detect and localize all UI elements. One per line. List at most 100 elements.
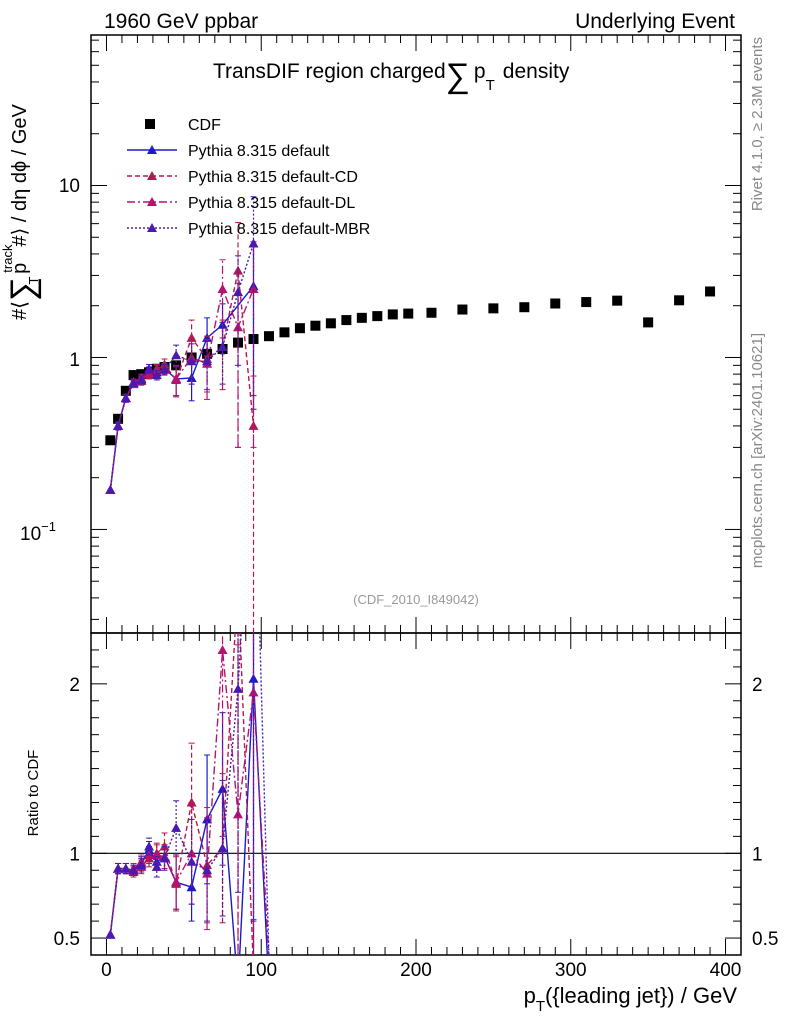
legend-label-dl: Pythia 8.315 default-DL (188, 195, 355, 212)
legend-label-cdf: CDF (188, 117, 221, 134)
header-right: Underlying Event (575, 10, 735, 33)
cdf-point (426, 307, 437, 318)
legend-marker-cdf (145, 119, 155, 129)
mbr-point (171, 350, 182, 360)
cdf-point (643, 317, 654, 328)
xtick-label: 400 (710, 960, 742, 981)
main-series-layer (105, 196, 716, 633)
legend-label-cd: Pythia 8.315 default-CD (188, 169, 358, 186)
mbr-ratio-point (105, 929, 116, 939)
mbr-point (159, 364, 170, 374)
mbr-point (233, 287, 244, 297)
cd-ratio-line (109, 633, 254, 955)
ratio-ytick-label-left: 1 (69, 844, 80, 865)
ratio-ylabel: Ratio to CDF (25, 750, 42, 837)
cdf-point (550, 298, 561, 309)
cdf-point (263, 331, 274, 342)
cdf-point (403, 308, 414, 319)
cdf-point (674, 295, 685, 306)
cdf-point (372, 311, 383, 322)
default-ratio-point (217, 783, 228, 793)
dl-point (233, 322, 244, 332)
dl-ratio-point (233, 809, 244, 819)
dl-ratio-point (171, 877, 182, 887)
cdf-point (310, 320, 321, 331)
mbr-point (120, 393, 131, 403)
dl-point (217, 284, 228, 294)
ytick-label-1: 1 (69, 350, 80, 371)
mbr-line (109, 243, 255, 490)
default-ratio-point (264, 984, 274, 993)
mbr-ratio-point (151, 861, 162, 871)
rivet-label: Rivet 4.1.0, ≥ 2.3M events (749, 37, 766, 211)
mbr-ratio-point (159, 853, 170, 863)
mbr-point (105, 484, 116, 494)
mbr-ratio-point (217, 843, 228, 853)
legend-label-default: Pythia 8.315 default (188, 143, 330, 160)
cdf-point (279, 327, 290, 338)
cdf-point (325, 318, 336, 329)
xtick-label: 300 (555, 960, 587, 981)
ratio-ytick-label-right: 0.5 (752, 929, 778, 950)
mbr-point (128, 378, 139, 388)
mbr-point (202, 356, 213, 366)
header-left: 1960 GeV ppbar (104, 10, 258, 33)
legend-marker-cd (147, 171, 157, 180)
cdf-point (105, 435, 116, 446)
legend-marker-mbr (147, 223, 157, 232)
mbr-ratio-point (268, 953, 270, 955)
cd-ratio-point (233, 577, 243, 586)
mbr-point (217, 342, 228, 352)
xtick-label: 0 (101, 960, 112, 981)
legend-label-mbr: Pythia 8.315 default-MBR (188, 221, 370, 238)
dl-ratio-point (151, 850, 162, 860)
default-ratio-point (248, 673, 259, 683)
dl-line (109, 286, 255, 490)
ratio-frame (90, 632, 742, 956)
dl-point (151, 364, 162, 374)
cdf-point (457, 304, 468, 315)
ratio-ytick-label-right: 2 (752, 675, 763, 696)
cdf-point (341, 315, 352, 326)
mbr-ratio-point (233, 683, 244, 693)
dl-ratio-point (186, 848, 197, 858)
ratio-ytick-label-left: 2 (69, 675, 80, 696)
mbr-ratio-point (120, 863, 131, 873)
default-ratio-line (109, 678, 268, 955)
mbr-point (144, 363, 155, 373)
mcplots-label: mcplots.cern.ch [arXiv:2401.10621] (749, 333, 766, 568)
cdf-point (705, 286, 716, 297)
analysis-watermark: (CDF_2010_I849042) (353, 592, 479, 607)
mbr-ratio-point (128, 865, 139, 875)
mbr-point (151, 370, 162, 380)
cdf-point (294, 323, 305, 334)
svg-text:#⟨∑ptrackT#⟩ / dη dϕ / GeV: #⟨∑ptrackT#⟩ / dη dϕ / GeV (0, 103, 42, 320)
ratio-ytick-label-right: 1 (752, 844, 763, 865)
mbr-ratio-point (186, 856, 197, 866)
mbr-point (136, 374, 147, 384)
ytick-label-0.1: 10−1 (20, 519, 56, 545)
cdf-point (488, 303, 499, 314)
mbr-ratio-point (113, 863, 124, 873)
main-axis-ticks (91, 35, 741, 633)
legend-marker-default (147, 145, 157, 154)
ratio-axis-ticks: 0.5 0.5 1 1 2 2 0 100 200 300 400 (54, 633, 778, 981)
mbr-point (186, 356, 197, 366)
xtick-label: 100 (245, 960, 277, 981)
cdf-point (581, 297, 592, 308)
cdf-point (113, 413, 124, 424)
ratio-series-layer (105, 577, 274, 993)
mbr-ratio-point (136, 860, 147, 870)
cdf-point (128, 370, 139, 381)
cd-point (233, 265, 244, 275)
legend-marker-dl (147, 197, 157, 206)
dl-ratio-point (217, 644, 228, 654)
cdf-point (519, 302, 530, 313)
cdf-point (612, 295, 623, 306)
main-title: TransDIF region charged∑ pTdensity (213, 57, 570, 95)
xtick-label: 200 (400, 960, 432, 981)
cdf-point (356, 312, 367, 323)
cdf-point (387, 309, 398, 320)
x-axis-label: pT({leading jet}) / GeV (524, 983, 738, 1015)
